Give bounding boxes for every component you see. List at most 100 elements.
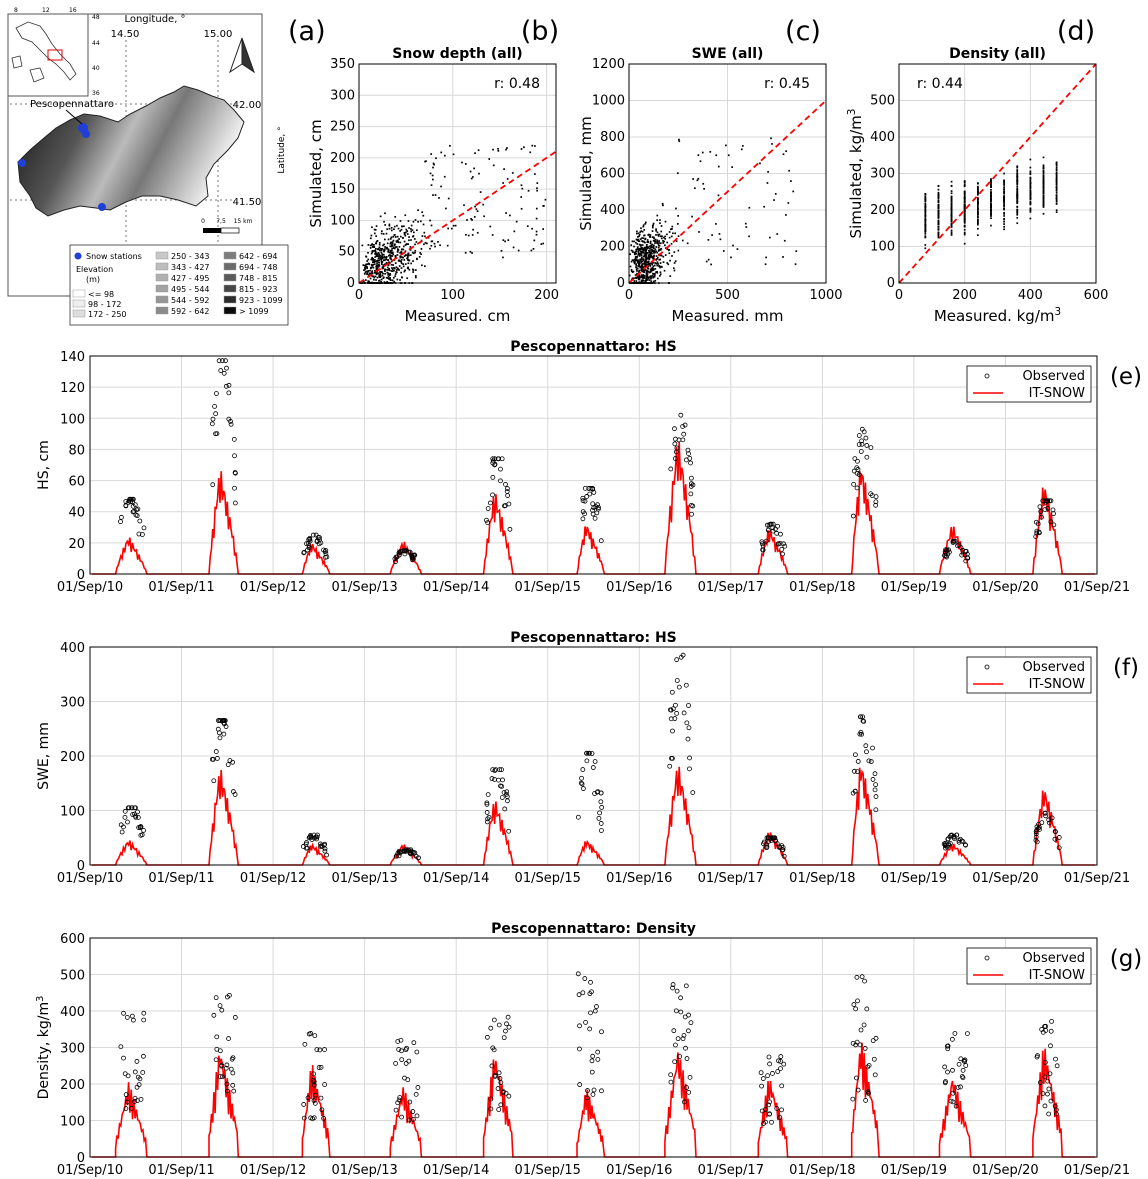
observed-marker: [689, 511, 694, 517]
observed-marker: [218, 718, 224, 723]
observed-marker: [870, 1038, 876, 1044]
observed-marker: [141, 1017, 147, 1023]
italy-outline: [11, 21, 77, 83]
scatter-point: [657, 250, 660, 252]
scatter-point: [380, 251, 383, 254]
scatter-point: [783, 239, 786, 242]
observed-marker: [130, 509, 136, 515]
scatter-point: [937, 215, 940, 218]
scatter-point: [408, 236, 410, 238]
scatter-point: [639, 258, 642, 261]
scatter-point: [652, 268, 655, 271]
scatter-point: [631, 259, 634, 261]
observed-marker: [1038, 509, 1044, 514]
scatter-point: [950, 232, 953, 235]
observed-marker: [673, 702, 678, 708]
observed-marker: [584, 750, 589, 756]
scatter-point: [651, 263, 654, 266]
scatter-point: [376, 276, 379, 279]
scatter-point: [1016, 212, 1019, 215]
scatter-point: [409, 254, 412, 257]
scatter-point: [1003, 172, 1005, 175]
observed-marker: [484, 1034, 490, 1040]
legend-observed-label: Observed: [1022, 951, 1085, 966]
observed-marker: [686, 1089, 692, 1095]
observed-marker: [683, 983, 689, 989]
scatter-point: [393, 234, 396, 236]
scatter-point: [386, 268, 388, 271]
scatter-point: [379, 274, 382, 277]
scatter-point: [377, 257, 380, 260]
scatter-point: [636, 230, 638, 233]
y-tick-label: 1200: [592, 57, 625, 72]
scatter-point: [937, 200, 940, 203]
x-tick-label: 01/Sep/12: [240, 871, 306, 886]
scatter-point: [924, 221, 927, 224]
scatter-point: [950, 184, 953, 187]
scatter-point: [950, 208, 953, 211]
observed-marker: [597, 810, 602, 816]
station-callout-label: Pescopennattaro: [30, 99, 114, 110]
scatter-point: [430, 184, 433, 187]
scatter-point: [402, 265, 405, 268]
observed-marker: [859, 426, 865, 432]
scatter-point: [977, 208, 979, 211]
scatter-point: [370, 272, 373, 275]
observed-marker: [765, 527, 771, 533]
x-tick-label: 01/Sep/17: [698, 580, 764, 595]
observed-marker: [587, 1026, 593, 1032]
scatter-point: [400, 262, 403, 265]
scatter-point: [543, 205, 545, 207]
scatter-point: [635, 266, 637, 268]
scatter-point: [1055, 179, 1058, 182]
scatter-point: [372, 278, 375, 281]
scatter-point: [1003, 211, 1005, 214]
scatter-point: [399, 230, 402, 232]
scatter-point: [977, 203, 979, 206]
station-4: [98, 203, 106, 211]
scatter-point: [1016, 185, 1019, 188]
observed-marker: [1046, 1086, 1052, 1092]
scatter-point: [990, 179, 992, 182]
scatter-point: [419, 220, 422, 223]
observed-marker: [951, 833, 957, 839]
scatter-point: [644, 222, 647, 225]
observed-marker: [599, 828, 604, 833]
x-tick-label: 0: [895, 288, 903, 303]
y-tick-label: 0: [77, 1151, 85, 1166]
observed-marker: [872, 787, 878, 793]
observed-marker: [498, 783, 503, 789]
scatter-point: [727, 154, 730, 157]
scatter-point: [1029, 189, 1032, 192]
scatter-point: [409, 246, 412, 248]
scatter-point: [654, 262, 657, 264]
observed-marker: [688, 475, 694, 481]
scatter-point: [390, 244, 393, 247]
scatter-point: [391, 279, 394, 282]
observed-marker: [1047, 1071, 1053, 1077]
scatter-point: [387, 238, 390, 241]
scatter-point: [644, 250, 647, 253]
x-tick-label: 01/Sep/14: [423, 871, 489, 886]
scatter-point: [403, 231, 406, 234]
y-tick-label: 600: [60, 932, 85, 947]
observed-marker: [1043, 813, 1049, 819]
scatter-point: [652, 236, 655, 239]
scatter-point: [414, 243, 416, 246]
observed-marker: [219, 1063, 224, 1069]
scatter-point: [644, 253, 647, 256]
observed-marker: [592, 791, 597, 796]
scatter-point: [403, 259, 406, 261]
scatter-point: [378, 246, 381, 249]
scatter-point: [638, 247, 641, 250]
scatter-point: [662, 204, 664, 207]
observed-marker: [668, 1072, 674, 1078]
observed-marker: [504, 794, 510, 799]
scatter-point: [399, 235, 402, 238]
observed-marker: [953, 1103, 959, 1109]
scatter-point: [1055, 166, 1058, 169]
scatter-point: [383, 259, 385, 262]
x-tick-label: 01/Sep/20: [972, 1163, 1038, 1178]
scatter-point: [977, 200, 979, 203]
r-value-label: r: 0.45: [764, 76, 810, 92]
